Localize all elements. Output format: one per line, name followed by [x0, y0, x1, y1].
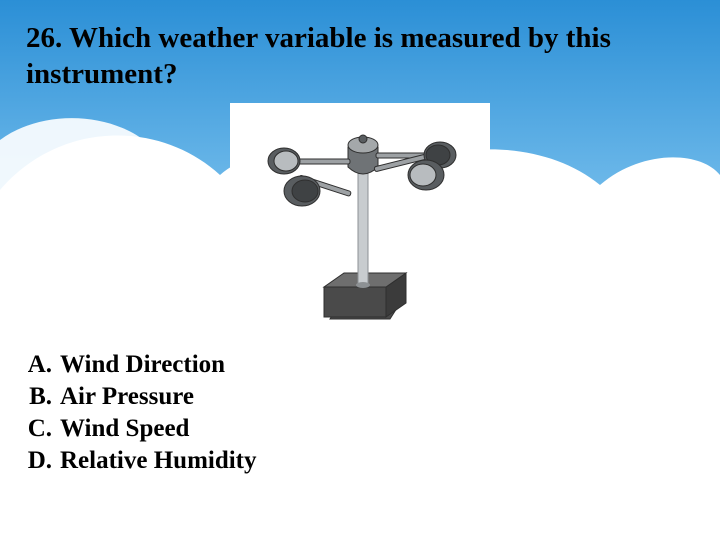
option-c: C. Wind Speed: [26, 415, 694, 443]
option-text: Air Pressure: [60, 383, 194, 411]
option-letter: A.: [26, 351, 60, 379]
option-text: Relative Humidity: [60, 447, 257, 475]
option-letter: D.: [26, 447, 60, 475]
question-body: Which weather variable is measured by th…: [26, 22, 611, 90]
option-b: B. Air Pressure: [26, 383, 694, 411]
option-letter: C.: [26, 415, 60, 443]
question-number: 26.: [26, 22, 62, 54]
anemometer-icon: [236, 109, 484, 327]
option-text: Wind Speed: [60, 415, 189, 443]
option-a: A. Wind Direction: [26, 351, 694, 379]
option-d: D. Relative Humidity: [26, 447, 694, 475]
option-letter: B.: [26, 383, 60, 411]
options-list: A. Wind Direction B. Air Pressure C. Win…: [26, 351, 694, 475]
option-text: Wind Direction: [60, 351, 225, 379]
question-text: 26. Which weather variable is measured b…: [26, 20, 694, 93]
instrument-image: [230, 103, 490, 333]
